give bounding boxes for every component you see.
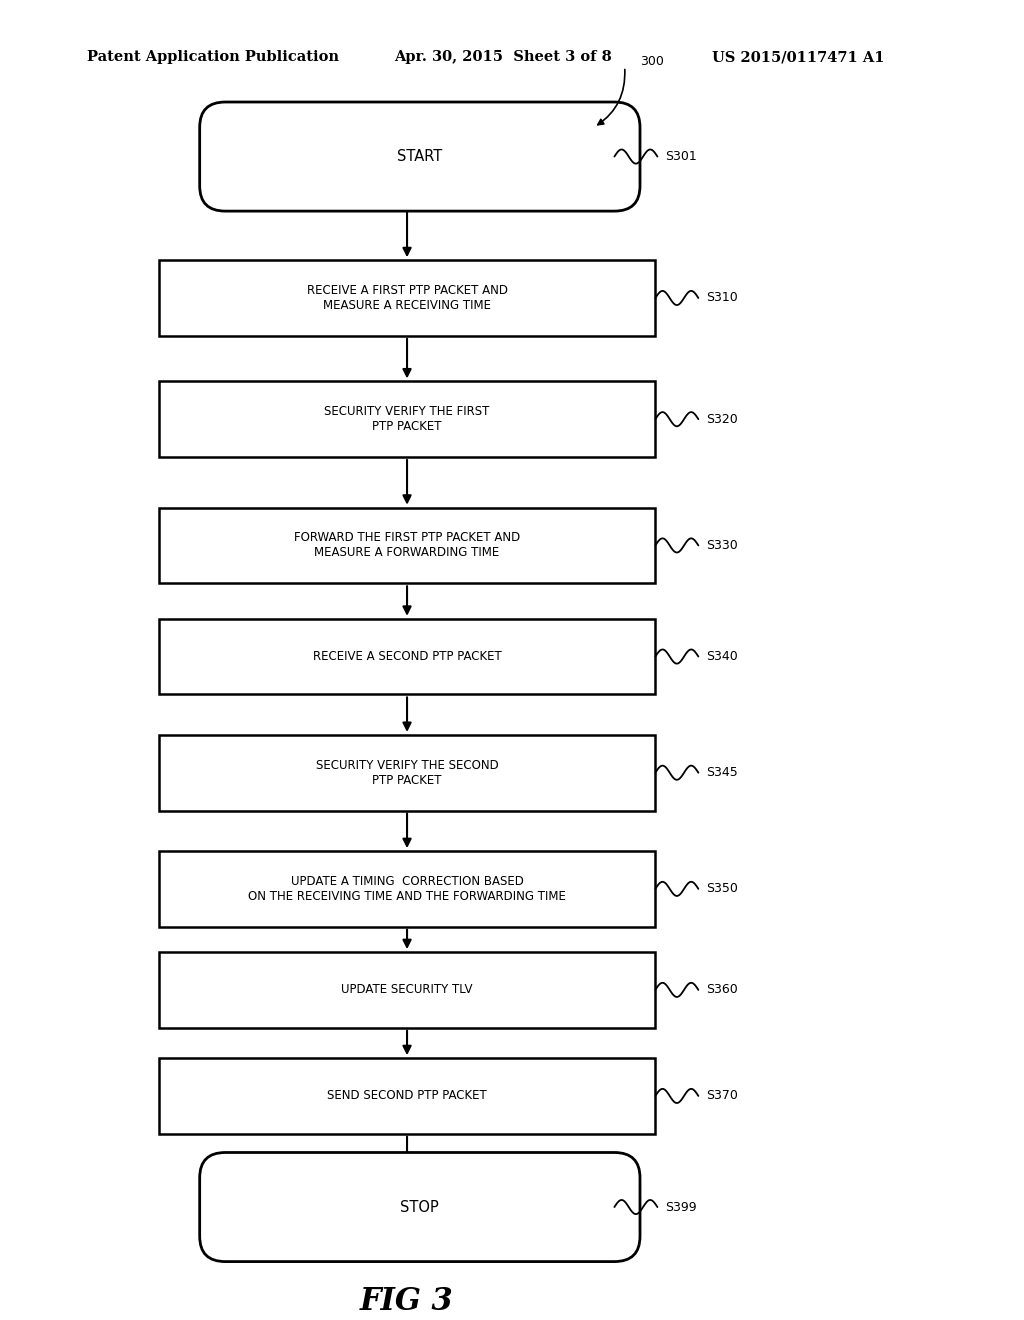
Text: S330: S330 bbox=[707, 539, 738, 552]
Text: S345: S345 bbox=[707, 766, 738, 779]
Text: RECEIVE A FIRST PTP PACKET AND
MEASURE A RECEIVING TIME: RECEIVE A FIRST PTP PACKET AND MEASURE A… bbox=[306, 284, 508, 312]
FancyBboxPatch shape bbox=[159, 952, 655, 1028]
Text: FORWARD THE FIRST PTP PACKET AND
MEASURE A FORWARDING TIME: FORWARD THE FIRST PTP PACKET AND MEASURE… bbox=[294, 532, 520, 560]
Text: S350: S350 bbox=[707, 882, 738, 895]
Text: S310: S310 bbox=[707, 292, 738, 305]
FancyBboxPatch shape bbox=[159, 851, 655, 927]
FancyBboxPatch shape bbox=[159, 508, 655, 583]
Text: S370: S370 bbox=[707, 1089, 738, 1102]
Text: S399: S399 bbox=[666, 1201, 697, 1213]
Text: 300: 300 bbox=[640, 55, 664, 69]
FancyBboxPatch shape bbox=[159, 260, 655, 335]
FancyBboxPatch shape bbox=[159, 1059, 655, 1134]
Text: FIG 3: FIG 3 bbox=[360, 1287, 454, 1317]
FancyBboxPatch shape bbox=[159, 735, 655, 810]
Text: UPDATE SECURITY TLV: UPDATE SECURITY TLV bbox=[341, 983, 473, 997]
Text: STOP: STOP bbox=[400, 1200, 439, 1214]
Text: S320: S320 bbox=[707, 413, 738, 425]
Text: SECURITY VERIFY THE SECOND
PTP PACKET: SECURITY VERIFY THE SECOND PTP PACKET bbox=[315, 759, 499, 787]
Text: US 2015/0117471 A1: US 2015/0117471 A1 bbox=[712, 50, 884, 65]
Text: UPDATE A TIMING  CORRECTION BASED
ON THE RECEIVING TIME AND THE FORWARDING TIME: UPDATE A TIMING CORRECTION BASED ON THE … bbox=[248, 875, 566, 903]
Text: S301: S301 bbox=[666, 150, 697, 164]
Text: SECURITY VERIFY THE FIRST
PTP PACKET: SECURITY VERIFY THE FIRST PTP PACKET bbox=[325, 405, 489, 433]
Text: S340: S340 bbox=[707, 649, 738, 663]
Text: Patent Application Publication: Patent Application Publication bbox=[87, 50, 339, 65]
Text: Apr. 30, 2015  Sheet 3 of 8: Apr. 30, 2015 Sheet 3 of 8 bbox=[394, 50, 612, 65]
Text: S360: S360 bbox=[707, 983, 738, 997]
FancyBboxPatch shape bbox=[200, 102, 640, 211]
Text: START: START bbox=[397, 149, 442, 164]
Text: RECEIVE A SECOND PTP PACKET: RECEIVE A SECOND PTP PACKET bbox=[312, 649, 502, 663]
FancyBboxPatch shape bbox=[200, 1152, 640, 1262]
FancyBboxPatch shape bbox=[159, 381, 655, 457]
FancyBboxPatch shape bbox=[159, 619, 655, 694]
Text: SEND SECOND PTP PACKET: SEND SECOND PTP PACKET bbox=[327, 1089, 487, 1102]
